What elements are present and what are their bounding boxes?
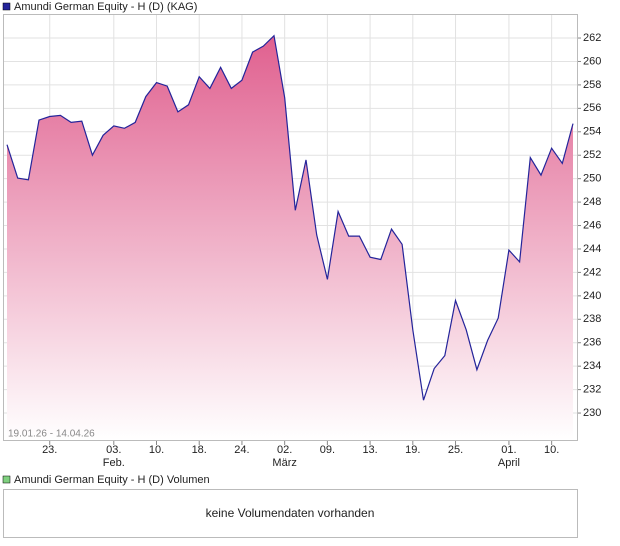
y-tick-label: 248 (583, 196, 601, 208)
y-tick-label: 258 (583, 79, 601, 91)
y-tick-label: 238 (583, 313, 601, 325)
x-tick-label: 24. (234, 444, 249, 456)
legend-swatch (2, 2, 11, 11)
y-tick-label: 240 (583, 290, 601, 302)
x-tick-sublabel: März (272, 457, 296, 469)
x-tick-label: 03. (106, 444, 121, 456)
y-tick-label: 232 (583, 384, 601, 396)
y-tick-label: 236 (583, 337, 601, 349)
y-tick-label: 250 (583, 173, 601, 185)
y-tick-label: 242 (583, 266, 601, 278)
volume-frame (3, 489, 578, 538)
x-tick-sublabel: Feb. (103, 457, 125, 469)
x-tick-label: 23. (42, 444, 57, 456)
range-label: 19.01.26 - 14.04.26 (8, 429, 95, 440)
line (6, 34, 574, 401)
y-tick-label: 244 (583, 243, 601, 255)
chart-title: Amundi German Equity - H (D) (KAG) (14, 1, 197, 13)
x-tick-label: 09. (320, 444, 335, 456)
area (7, 35, 573, 440)
x-tick-label: 10. (544, 444, 559, 456)
y-tick-label: 230 (583, 407, 601, 419)
y-tick-label: 260 (583, 55, 601, 67)
y-tick-label: 262 (583, 32, 601, 44)
y-tick-label: 252 (583, 149, 601, 161)
x-tick-sublabel: April (498, 457, 520, 469)
y-tick-label: 234 (583, 360, 601, 372)
x-tick-label: 02. (277, 444, 292, 456)
volume-title: Amundi German Equity - H (D) Volumen (14, 474, 210, 486)
y-tick-label: 256 (583, 102, 601, 114)
y-tick-label: 246 (583, 219, 601, 231)
y-tick-label: 254 (583, 126, 601, 138)
x-tick-label: 10. (149, 444, 164, 456)
x-tick-label: 13. (362, 444, 377, 456)
volume-message: keine Volumendaten vorhanden (206, 506, 375, 520)
x-tick-label: 25. (448, 444, 463, 456)
x-tick-label: 18. (192, 444, 207, 456)
volume-swatch (2, 475, 11, 484)
x-tick-label: 19. (405, 444, 420, 456)
x-tick-label: 01. (501, 444, 516, 456)
